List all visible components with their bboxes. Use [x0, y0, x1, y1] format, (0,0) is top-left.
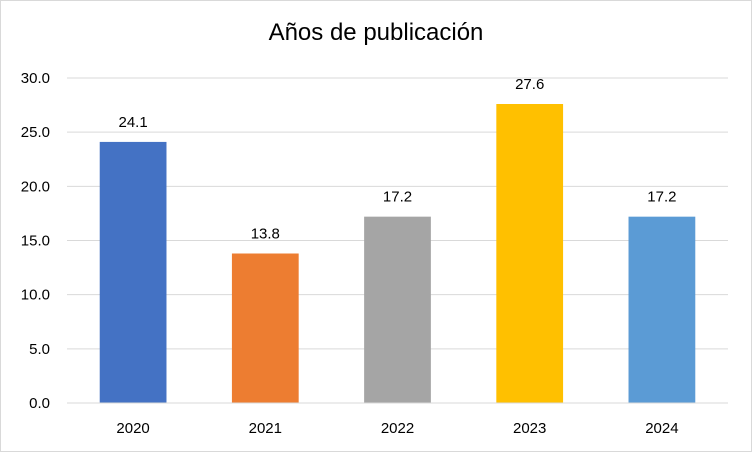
bar-2022	[364, 216, 431, 403]
y-tick-label: 5.0	[29, 341, 50, 358]
y-tick-label: 15.0	[21, 233, 50, 250]
y-tick-label: 0.0	[29, 395, 50, 412]
x-tick-label-2024: 2024	[645, 420, 678, 437]
bar-2023	[496, 104, 564, 403]
y-tick-label: 25.0	[21, 124, 50, 141]
data-label-2023: 27.6	[515, 76, 544, 93]
axes: 0.0 5.0 10.0 15.0 20.0 25.0 30.0 2020 2021 2022 20…	[21, 70, 728, 437]
data-label-2020: 24.1	[118, 114, 147, 131]
x-tick-label-2023: 2023	[513, 420, 546, 437]
x-tick-label-2020: 2020	[116, 420, 149, 437]
y-tick-label: 10.0	[21, 287, 50, 304]
data-label-2021: 13.8	[251, 226, 280, 243]
bar-2020	[99, 141, 167, 403]
data-label-2024: 17.2	[647, 189, 676, 206]
y-tick-label: 30.0	[21, 70, 50, 87]
bar-2024	[628, 216, 696, 403]
bars	[99, 104, 696, 403]
data-label-2022: 17.2	[383, 189, 412, 206]
y-tick-label: 20.0	[21, 178, 50, 195]
x-tick-label-2022: 2022	[381, 420, 414, 437]
bar-2021	[231, 253, 299, 403]
chart-title: Años de publicación	[268, 19, 484, 46]
x-tick-label-2021: 2021	[249, 420, 282, 437]
data-labels: 24.1 13.8 17.2 27.6 17.2	[118, 76, 676, 243]
